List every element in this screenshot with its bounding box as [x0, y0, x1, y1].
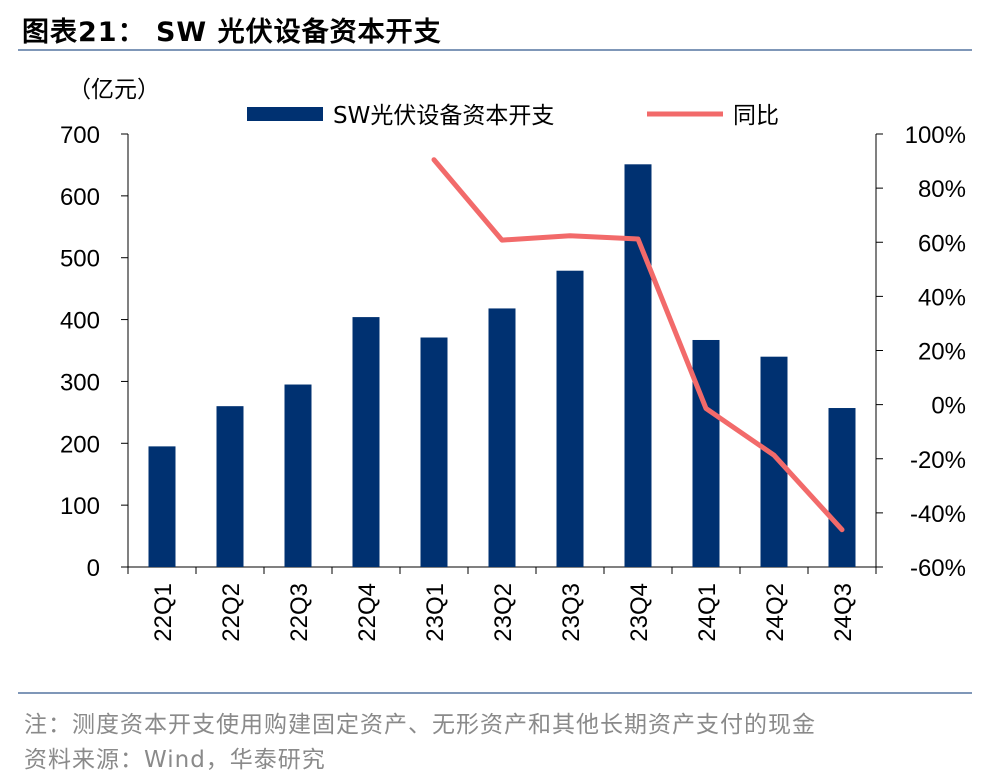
x-tick-label: 22Q1: [150, 583, 177, 642]
bar: [216, 406, 244, 567]
x-tick-label: 23Q4: [626, 583, 653, 642]
footnote: 注：测度资本开支使用购建固定资产、无形资产和其他长期资产支付的现金: [24, 712, 816, 738]
right-tick-label: 20%: [918, 339, 966, 366]
unit-label: （亿元）: [68, 77, 160, 103]
left-tick-label: 300: [60, 369, 100, 396]
left-tick-label: 200: [60, 431, 100, 458]
x-tick-label: 22Q2: [218, 583, 245, 642]
right-tick-label: -60%: [910, 555, 966, 582]
left-tick-label: 400: [60, 308, 100, 335]
legend-bar-swatch: [247, 107, 323, 121]
right-tick-label: 80%: [918, 176, 966, 203]
right-tick-label: 60%: [918, 230, 966, 257]
legend-bar-label: SW光伏设备资本开支: [333, 103, 554, 129]
legend-line-label: 同比: [733, 103, 779, 129]
right-tick-label: -20%: [910, 447, 966, 474]
left-tick-label: 700: [60, 122, 100, 149]
bar: [488, 308, 516, 567]
x-tick-label: 23Q2: [490, 583, 517, 642]
right-tick-label: 100%: [905, 122, 966, 149]
left-tick-label: 500: [60, 246, 100, 273]
right-tick-label: 0%: [931, 393, 966, 420]
footer-divider: [18, 692, 972, 694]
x-tick-label: 24Q2: [762, 583, 789, 642]
bar: [760, 356, 788, 567]
source-note: 资料来源：Wind，华泰研究: [24, 747, 326, 773]
left-tick-label: 600: [60, 184, 100, 211]
left-tick-label: 0: [87, 555, 100, 582]
x-tick-label: 24Q1: [694, 583, 721, 642]
x-tick-label: 22Q4: [354, 583, 381, 642]
bar: [284, 384, 312, 567]
chart: （亿元） SW光伏设备资本开支 同比 0 100 200 300 400 500 600 70…: [60, 77, 966, 642]
chart-title: 图表21： SW 光伏设备资本开支: [22, 17, 442, 48]
right-tick-label: -40%: [910, 501, 966, 528]
right-tick-label: 40%: [918, 284, 966, 311]
bar: [148, 446, 176, 567]
bar: [692, 339, 720, 567]
left-tick-label: 100: [60, 493, 100, 520]
legend: SW光伏设备资本开支 同比: [247, 103, 779, 129]
x-tick-label: 23Q1: [422, 583, 449, 642]
bar: [352, 317, 380, 567]
bar: [828, 408, 856, 567]
title-divider: [18, 49, 972, 51]
x-tick-label: 23Q3: [558, 583, 585, 642]
bar: [420, 337, 448, 567]
bar: [624, 164, 652, 567]
yoy-line: [431, 157, 845, 533]
x-tick-label: 24Q3: [830, 583, 857, 642]
x-tick-label: 22Q3: [286, 583, 313, 642]
bar: [556, 270, 584, 567]
